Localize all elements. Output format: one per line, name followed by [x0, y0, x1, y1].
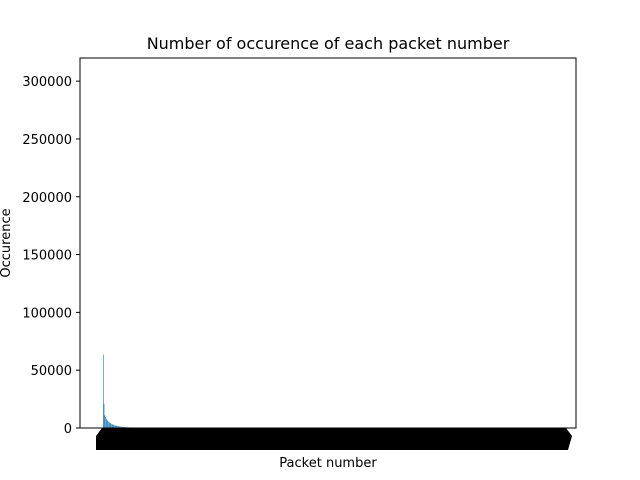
bar [103, 354, 104, 428]
y-tick-label: 0 [64, 422, 72, 437]
bar [117, 426, 118, 428]
bar [112, 424, 113, 428]
bar [119, 426, 121, 428]
x-axis-label: Packet number [279, 456, 377, 471]
bar [111, 423, 112, 428]
y-axis: 0 50000 100000 150000 200000 250000 300000 [22, 75, 80, 437]
bar [112, 424, 114, 428]
y-tick-label: 200000 [22, 191, 72, 206]
bar [120, 426, 121, 428]
bar [105, 417, 106, 428]
bar [122, 426, 124, 428]
x-tick-labels [96, 428, 572, 450]
bar [113, 424, 115, 428]
bar [106, 418, 107, 428]
x-tick-label-band [96, 428, 572, 450]
y-tick-label: 250000 [22, 133, 72, 148]
bar [115, 425, 116, 428]
y-tick-label: 100000 [22, 306, 72, 321]
bar [121, 426, 123, 428]
bar [118, 426, 119, 428]
y-axis-label: Occurence [0, 208, 14, 277]
bar [118, 426, 120, 428]
bar [104, 415, 106, 428]
bar [109, 423, 111, 428]
bar [115, 425, 117, 428]
y-tick-label: 300000 [22, 75, 72, 90]
chart-title: Number of occurence of each packet numbe… [147, 34, 510, 53]
bar [114, 425, 115, 428]
y-tick-label: 50000 [31, 364, 72, 379]
y-tick-label: 150000 [22, 249, 72, 264]
bar [109, 422, 110, 428]
bar [106, 419, 108, 428]
bar [107, 420, 109, 428]
bar [110, 423, 112, 428]
plot-frame [79, 57, 577, 429]
bar [116, 425, 118, 428]
bar [103, 403, 105, 428]
bar [108, 421, 109, 428]
bars-group [103, 354, 553, 429]
bar [121, 426, 122, 428]
